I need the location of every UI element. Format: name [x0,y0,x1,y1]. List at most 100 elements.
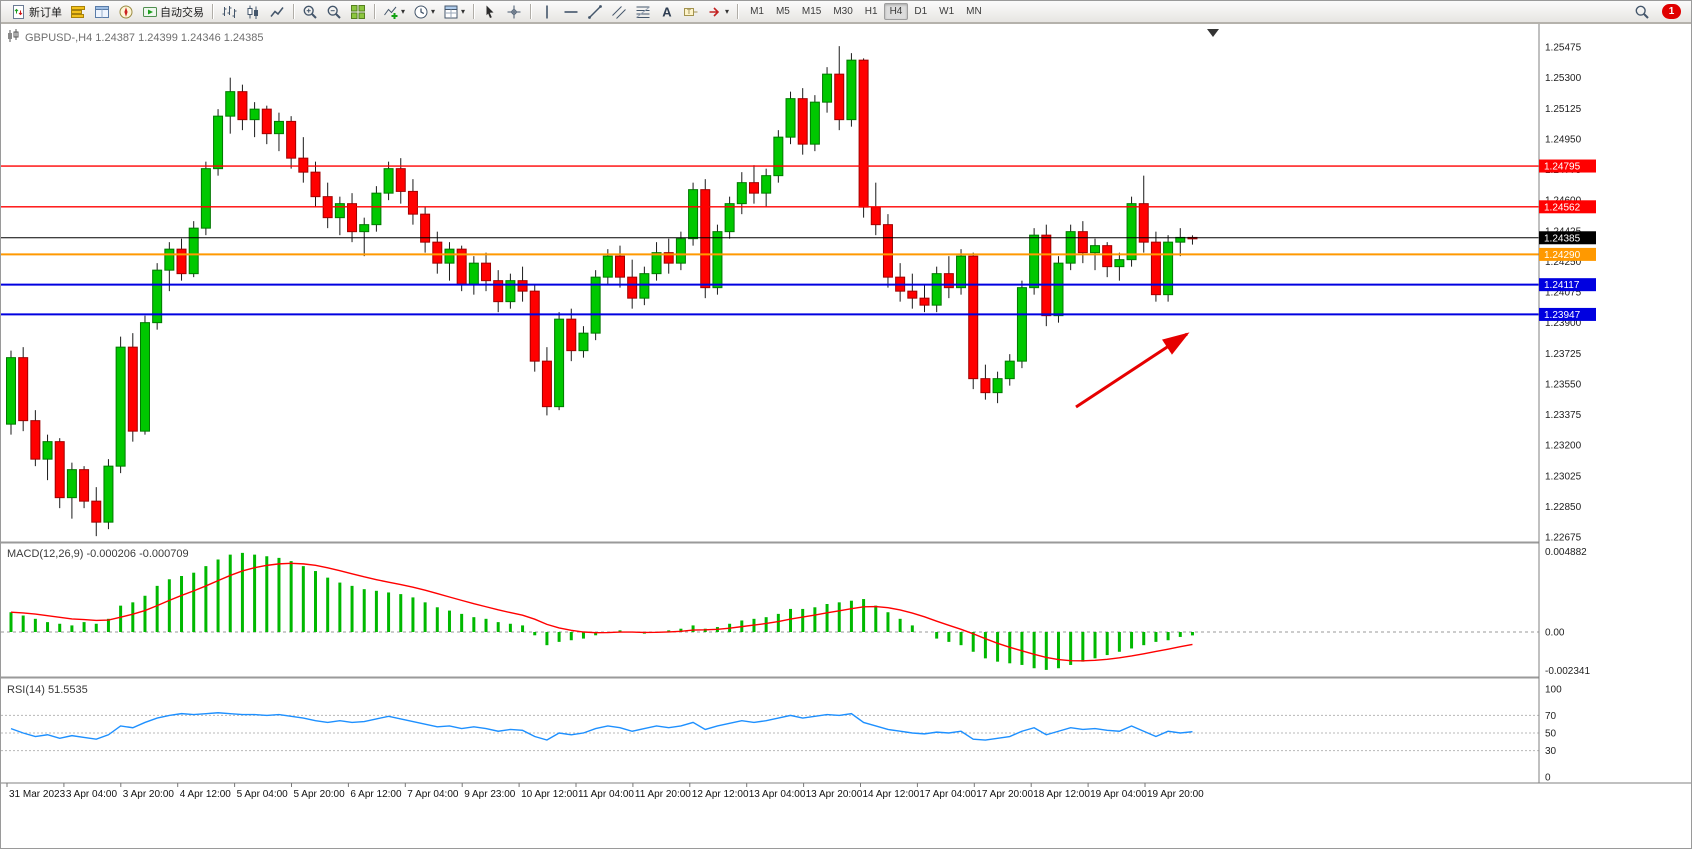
macd-label: MACD(12,26,9) -0.000206 -0.000709 [7,548,189,560]
price-tick-label: 1.22850 [1545,502,1582,513]
timeframe-button-h4[interactable]: H4 [883,3,909,20]
rsi-label: RSI(14) 51.5535 [7,684,88,696]
time-axis-label: 13 Apr 20:00 [806,789,863,800]
rsi-axis-label: 70 [1545,711,1557,722]
data-window-icon [94,4,110,20]
time-axis-label: 7 Apr 04:00 [407,789,459,800]
rsi-pane[interactable]: RSI(14) 51.5535 [1,684,1539,752]
candlestick [420,207,431,253]
timeframe-button-mn[interactable]: MN [960,3,988,20]
price-line-label-box [1539,247,1596,261]
crosshair-button[interactable] [502,2,526,21]
candlestick [298,137,309,183]
text-button[interactable]: A [655,2,679,21]
candlestick-chart-button[interactable] [241,2,265,21]
candlestick [249,102,260,138]
timeframe-button-m30[interactable]: M30 [827,3,858,20]
candlestick [237,84,248,131]
price-scale[interactable]: 1.254751.253001.251251.249501.247751.246… [1538,24,1692,784]
chart-area[interactable]: GBPUSD-,H4 1.24387 1.24399 1.24346 1.243… [1,23,1692,849]
time-axis-label: 11 Apr 20:00 [635,789,691,800]
data-window-button[interactable] [90,2,114,21]
candlestick [651,242,662,281]
candlestick [188,221,199,278]
macd-pane[interactable]: MACD(12,26,9) -0.000206 -0.000709 [1,548,1539,670]
candlestick [103,459,114,530]
candlestick [310,161,321,208]
candlestick [1150,231,1161,302]
price-line-label-value: 1.24290 [1544,250,1581,261]
timeframe-button-m5[interactable]: M5 [770,3,796,20]
text-icon: A [659,4,675,20]
price-line-label-box [1539,278,1596,292]
timeframe-button-d1[interactable]: D1 [908,3,933,20]
crosshair-icon [506,4,522,20]
line-chart-button[interactable] [265,2,289,21]
price-line-label-box [1539,307,1596,321]
timeframe-group: M1 M5 M15 M30 H1 H4 D1 W1 MN [744,3,988,20]
timeframe-button-w1[interactable]: W1 [933,3,960,20]
search-button[interactable] [1630,2,1654,21]
time-axis-label: 19 Apr 20:00 [1147,789,1204,800]
current-price-label-value: 1.24385 [1544,233,1581,244]
timeframe-button-m1[interactable]: M1 [744,3,770,20]
candlestick [797,88,808,155]
time-axis-label: 11 Apr 04:00 [578,789,634,800]
trendline-button[interactable] [583,2,607,21]
notification-badge[interactable]: 1 [1662,4,1681,19]
candlestick [834,46,845,131]
periods-icon [413,4,429,20]
candlestick [541,347,552,416]
time-axis-label: 12 Apr 12:00 [692,789,749,800]
periods-button[interactable]: ▾ [409,2,439,21]
bar-chart-button[interactable] [217,2,241,21]
navigator-icon [118,4,134,20]
text-label-button[interactable]: T [679,2,703,21]
fibonacci-button[interactable] [631,2,655,21]
time-axis-label: 3 Apr 04:00 [66,789,118,800]
line-chart-icon [269,4,285,20]
zoom-out-button[interactable] [322,2,346,21]
templates-icon [443,4,459,20]
market-watch-button[interactable] [66,2,90,21]
trend-arrow-annotation[interactable] [1075,332,1190,409]
price-tick-label: 1.23025 [1545,471,1582,482]
rsi-line [10,712,1193,741]
autotrading-button[interactable]: 自动交易 [138,2,208,21]
arrows-button[interactable]: ▾ [703,2,733,21]
vertical-line-button[interactable] [535,2,559,21]
chart-shift-marker[interactable] [1207,29,1219,37]
time-axis-label: 17 Apr 20:00 [976,789,1033,800]
horizontal-line-button[interactable] [559,2,583,21]
zoom-in-button[interactable] [298,2,322,21]
svg-text:A: A [662,4,672,19]
timeframe-button-h1[interactable]: H1 [859,3,884,20]
candlestick [907,273,918,309]
current-price-label-box [1539,231,1596,245]
chart-ohlc-title: GBPUSD-,H4 1.24387 1.24399 1.24346 1.243… [25,32,264,44]
candlestick [968,252,979,390]
chart-background[interactable] [1,23,1692,849]
candlestick [846,53,857,127]
candlestick [200,161,211,236]
dropdown-caret-icon: ▾ [431,6,436,16]
macd-axis-label: -0.002341 [1545,666,1590,677]
new-order-icon [11,4,27,20]
candlestick [615,245,625,288]
candlestick [809,95,820,152]
timeframe-button-m15[interactable]: M15 [796,3,827,20]
time-scale[interactable]: 31 Mar 2023 3 Apr 04:00 3 Apr 20:00 4 Apr 1… [1,782,1692,800]
navigator-button[interactable] [114,2,138,21]
templates-button[interactable]: ▾ [439,2,469,21]
equidistant-channel-button[interactable] [607,2,631,21]
time-axis-label: 13 Apr 04:00 [749,789,806,800]
candlestick [919,284,930,313]
bar-chart-icon [221,4,237,20]
macd-axis-label: 0.00 [1545,628,1565,639]
candlestick [493,270,504,313]
tile-windows-button[interactable] [346,2,370,21]
cursor-button[interactable] [478,2,502,21]
new-order-button[interactable]: 新订单 [7,2,66,21]
candlestick [359,217,370,257]
indicators-button[interactable]: ▾ [379,2,409,21]
